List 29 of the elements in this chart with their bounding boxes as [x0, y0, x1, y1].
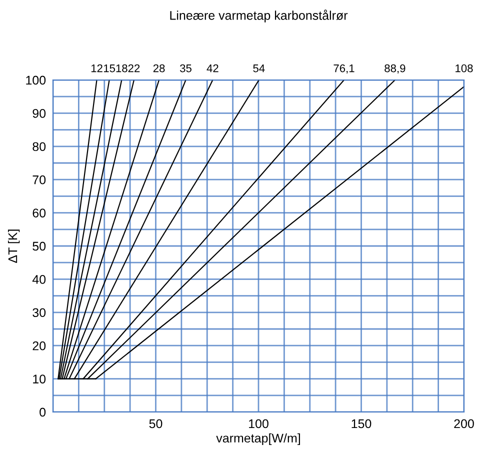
series-label: 28	[153, 64, 165, 72]
x-axis-title: varmetap[W/m]	[216, 433, 300, 446]
series-label: 35	[180, 64, 192, 72]
y-tick-label: 90	[32, 109, 46, 118]
y-axis-title: ΔT [K]	[8, 230, 20, 263]
series-label: 18	[116, 64, 128, 72]
series-label: 54	[253, 64, 265, 72]
y-tick-label: 40	[32, 275, 46, 284]
series-label: 88,9	[384, 64, 406, 74]
y-tick-label: 70	[32, 175, 46, 184]
series-label: 22	[128, 64, 140, 72]
y-tick-label: 100	[26, 76, 46, 85]
y-tick-label: 80	[32, 142, 46, 152]
series-label: 12	[91, 64, 102, 72]
y-tick-label: 20	[32, 341, 46, 350]
y-tick-label: 50	[32, 242, 46, 251]
series-label: 42	[206, 64, 218, 72]
series-label: 108	[456, 64, 473, 72]
x-tick-label: 100	[249, 419, 268, 428]
y-tick-label: 10	[33, 374, 46, 384]
y-tick-label: 0	[40, 408, 46, 417]
series-label: 76,1	[334, 64, 354, 74]
x-tick-label: 50	[149, 419, 162, 428]
series-label: 15	[104, 64, 116, 72]
y-tick-label: 60	[32, 208, 46, 218]
chart-title: Lineære varmetap karbonstålrør	[170, 10, 348, 22]
x-tick-label: 200	[454, 419, 474, 428]
y-tick-label: 30	[32, 308, 46, 318]
x-tick-label: 150	[352, 419, 372, 428]
